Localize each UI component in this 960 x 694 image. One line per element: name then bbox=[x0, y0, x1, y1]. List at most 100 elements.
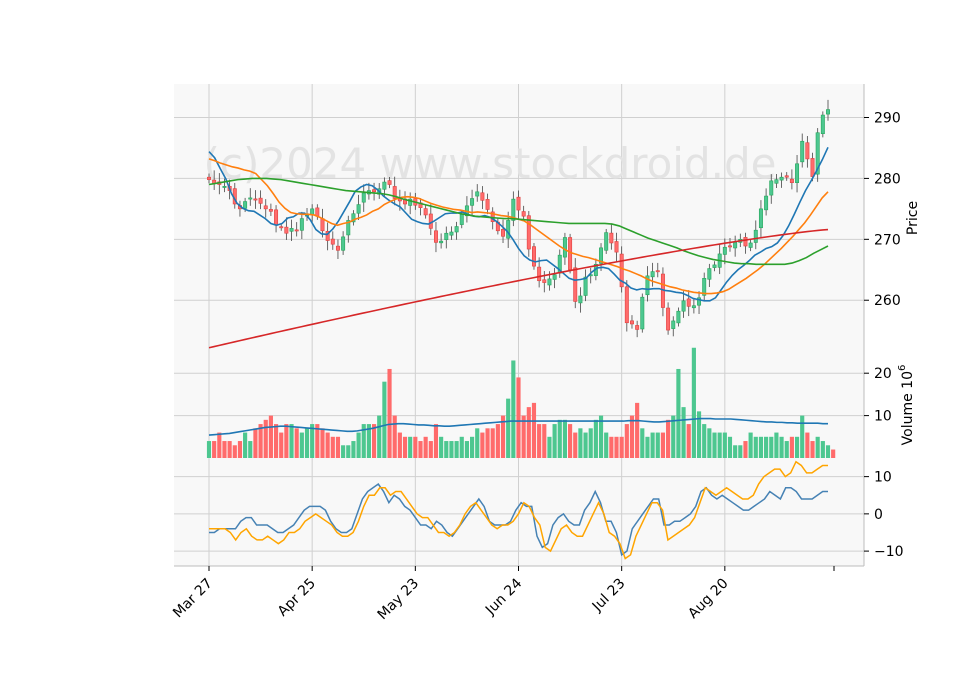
volume-bar-up bbox=[794, 436, 800, 458]
volume-bar-down bbox=[258, 424, 263, 458]
volume-bar-up bbox=[248, 441, 253, 458]
volume-bar-up bbox=[243, 432, 248, 458]
candle-up bbox=[691, 305, 696, 309]
volume-bar-up bbox=[753, 436, 758, 458]
volume-bar-down bbox=[428, 441, 433, 458]
candle-down bbox=[392, 186, 397, 199]
moving-average-line-3 bbox=[208, 177, 829, 266]
volume-bar-up bbox=[691, 347, 696, 458]
volume-bar-up bbox=[650, 432, 655, 458]
moving-averages bbox=[208, 147, 829, 349]
candle-down bbox=[810, 158, 815, 177]
volume-bar-up bbox=[764, 436, 769, 458]
x-tick-label: May 23 bbox=[375, 576, 423, 624]
volume-bar-up bbox=[552, 424, 557, 458]
volume-bar-down bbox=[387, 368, 392, 458]
candle-up bbox=[650, 271, 655, 278]
volume-bar-down bbox=[666, 419, 671, 458]
volume-bar-up bbox=[356, 432, 361, 458]
volume-bar-down bbox=[686, 424, 691, 458]
volume-bar-up bbox=[464, 441, 469, 458]
price-tick-label: 270 bbox=[874, 232, 901, 248]
candle-up bbox=[243, 201, 248, 209]
candle-down bbox=[609, 232, 614, 244]
candle-down bbox=[521, 211, 526, 217]
volume-bar-down bbox=[526, 407, 531, 458]
volume-bar-down bbox=[624, 424, 629, 458]
candle-up bbox=[707, 268, 712, 280]
candle-down bbox=[516, 196, 521, 211]
candle-down bbox=[666, 307, 671, 331]
volume-bar-up bbox=[454, 441, 459, 458]
candle-up bbox=[470, 198, 475, 206]
candle-up bbox=[764, 195, 769, 211]
volume-bar-down bbox=[320, 428, 325, 458]
volume-bar-down bbox=[433, 424, 439, 458]
volume-bar-up bbox=[733, 445, 738, 458]
volume-bar-up bbox=[408, 436, 413, 458]
candle-up bbox=[408, 198, 413, 206]
candle-up bbox=[676, 310, 681, 324]
candle-up bbox=[604, 232, 609, 251]
moving-average-line-1 bbox=[208, 147, 829, 302]
candle-up bbox=[475, 191, 480, 197]
volume-bar-up bbox=[707, 428, 712, 458]
candle-up bbox=[356, 204, 361, 214]
candle-down bbox=[263, 205, 268, 210]
volume-bar-up bbox=[346, 445, 351, 458]
volume-tick-label: 10 bbox=[874, 409, 892, 425]
candle-down bbox=[728, 245, 732, 248]
volume-bar-up bbox=[696, 411, 702, 458]
candle-up bbox=[382, 181, 387, 190]
volume-bar-down bbox=[495, 424, 500, 458]
candle-down bbox=[207, 176, 211, 180]
volume-bar-up bbox=[439, 436, 444, 458]
candle-down bbox=[619, 253, 624, 288]
candle-down bbox=[573, 267, 578, 302]
volume-bar-down bbox=[743, 441, 748, 458]
volume-bar-up bbox=[640, 428, 645, 458]
volume-bar-up bbox=[779, 436, 784, 458]
volume-bar-down bbox=[413, 436, 418, 458]
candle-up bbox=[506, 220, 511, 239]
candle-up bbox=[645, 275, 650, 296]
candle-down bbox=[315, 207, 320, 217]
candle-up bbox=[640, 296, 645, 330]
candle-up bbox=[748, 242, 753, 248]
volume-bar-up bbox=[645, 436, 650, 458]
volume-bar-down bbox=[418, 441, 423, 458]
volume-bar-down bbox=[392, 415, 397, 458]
volume-bar-up bbox=[800, 415, 805, 458]
volume-bar-up bbox=[444, 441, 449, 458]
volume-bar-up bbox=[377, 415, 382, 458]
volume-bar-down bbox=[660, 432, 666, 458]
candle-down bbox=[537, 266, 542, 282]
candle-down bbox=[387, 180, 392, 185]
candle-up bbox=[578, 295, 583, 304]
volume-bar-up bbox=[304, 428, 310, 458]
volume-bar-up bbox=[722, 432, 727, 458]
volume-bar-up bbox=[748, 432, 753, 458]
oscillator-tick-label: 0 bbox=[874, 507, 883, 523]
volume-bar-up bbox=[206, 441, 212, 458]
candle-up bbox=[583, 276, 588, 296]
candle-up bbox=[562, 237, 567, 258]
volume-bar-down bbox=[330, 436, 335, 458]
x-tick-label: Jul 23 bbox=[589, 576, 629, 616]
volume-bar-down bbox=[810, 441, 815, 458]
candle-down bbox=[485, 199, 490, 210]
volume-bar-down bbox=[521, 415, 526, 458]
candle-down bbox=[655, 270, 660, 273]
candle-down bbox=[635, 325, 640, 330]
candle-up bbox=[299, 218, 304, 231]
candle-up bbox=[722, 246, 727, 255]
price-tick-label: 280 bbox=[874, 171, 901, 187]
volume-bar-down bbox=[542, 424, 547, 458]
candle-down bbox=[274, 209, 279, 225]
volume-bar-down bbox=[232, 445, 237, 458]
candle-down bbox=[624, 286, 629, 324]
volume-bar-down bbox=[217, 432, 222, 458]
candle-up bbox=[454, 226, 459, 233]
candle-up bbox=[753, 229, 758, 243]
